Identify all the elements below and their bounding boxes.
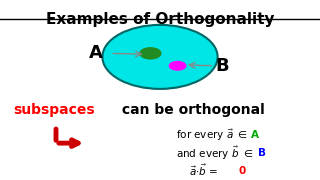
Circle shape — [139, 47, 162, 60]
Text: $\vec{a}$$\cdot$$\vec{b}$ =: $\vec{a}$$\cdot$$\vec{b}$ = — [189, 163, 219, 178]
Circle shape — [102, 25, 218, 89]
Text: A: A — [89, 44, 103, 62]
Text: B: B — [258, 148, 266, 158]
Text: for every $\vec{a}$ $\in$: for every $\vec{a}$ $\in$ — [176, 127, 251, 143]
Text: and every $\vec{b}$ $\in$: and every $\vec{b}$ $\in$ — [176, 144, 256, 162]
Text: A: A — [251, 130, 259, 140]
Text: can be orthogonal: can be orthogonal — [117, 103, 265, 117]
Text: Examples of Orthogonality: Examples of Orthogonality — [46, 12, 274, 27]
Text: B: B — [216, 57, 229, 75]
Circle shape — [169, 61, 187, 71]
Text: 0: 0 — [238, 166, 246, 176]
Text: subspaces: subspaces — [13, 103, 94, 117]
